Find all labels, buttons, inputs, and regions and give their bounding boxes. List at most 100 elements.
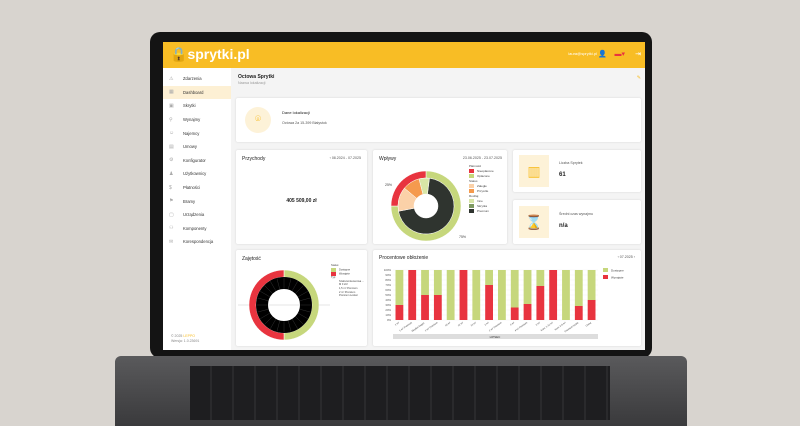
lockers-icon: ▥	[519, 155, 549, 187]
legend-label: Dostępne	[611, 269, 624, 273]
sidebar-item-wynajmy[interactable]: ⚲ Wynajmy	[163, 113, 231, 127]
sidebar-item-najemcy[interactable]: ☺ Najemcy	[163, 126, 231, 140]
nav-icon: ⚲	[169, 116, 173, 123]
inflows-card: Wpływy 23.06.2025 - 23.07.2025 25% 75% Pł…	[373, 150, 507, 244]
bar-available	[446, 270, 455, 320]
donut-label: 75%	[459, 235, 466, 239]
logo[interactable]: 🔒sprytki.pl	[170, 46, 250, 62]
nav-icon: $	[169, 184, 172, 191]
bar-rented	[408, 270, 417, 320]
y-tick-label: 30%	[385, 303, 391, 307]
user-email[interactable]: laura@sprytki.pl	[568, 51, 597, 56]
sidebar-item-urządzenia[interactable]: ▢ Urządzenia	[163, 208, 231, 222]
legend-swatch	[331, 267, 336, 272]
x-tick-label: Kont. 6-8 m³	[554, 321, 567, 331]
y-tick-label: 0%	[387, 318, 392, 322]
donut-slice-type	[398, 177, 455, 235]
donut-segment-divider	[298, 313, 308, 319]
sidebar-item-label: Umowy	[183, 144, 197, 150]
sidebar-item-dashboard[interactable]: ▦ Dashboard	[163, 85, 231, 100]
sidebar-item-label: Bramy	[183, 198, 196, 204]
inflows-range[interactable]: 23.06.2025 - 23.07.2025	[462, 156, 502, 160]
bar-available	[562, 270, 570, 320]
revenue-range[interactable]: ‹ 08.2024 - 07.2025	[329, 156, 361, 160]
logout-icon[interactable]: ⇥	[635, 51, 641, 58]
inflows-title: Wpływy	[379, 156, 397, 162]
bar-chart: 0%10%20%30%40%50%60%70%80%90%100%1 m³1 m…	[384, 268, 624, 339]
x-tick-label: 6 m³	[535, 321, 541, 326]
keyboard	[190, 366, 610, 420]
donut-segment-divider	[270, 281, 276, 291]
sidebar-item-zdarzenia[interactable]: ⚠ Zdarzenia	[163, 72, 231, 86]
y-tick-label: 100%	[384, 268, 392, 272]
bar-available	[395, 270, 404, 305]
y-tick-label: 70%	[385, 283, 391, 287]
occupancy-title: Zajętość	[242, 256, 261, 262]
nav-icon: ⚠	[169, 75, 174, 82]
donut-segment-divider	[257, 297, 269, 301]
bar-available	[498, 270, 506, 320]
legend-swatch	[469, 189, 474, 194]
bar-rented	[574, 306, 583, 320]
legend-swatch	[469, 169, 474, 174]
user-icon[interactable]: 👤	[598, 51, 607, 58]
y-tick-label: 10%	[385, 313, 391, 317]
bar-rented	[523, 304, 532, 320]
donut-segment-divider	[288, 320, 292, 332]
bar-rented	[433, 295, 442, 320]
sidebar-item-label: Korespondencja	[183, 239, 214, 245]
donut-segment-divider	[260, 313, 270, 319]
nav-icon: ✉	[169, 238, 174, 245]
location-heading: Dane lokalizacji	[282, 110, 310, 115]
sidebar-item-użytkownicy[interactable]: ♟ Użytkownicy	[163, 167, 231, 181]
sidebar-item-label: Najemcy	[183, 130, 200, 136]
sidebar-item-label: Wynajmy	[183, 117, 201, 123]
stat-value: n/a	[559, 223, 568, 229]
sidebar-item-płatności[interactable]: $ Płatności	[163, 181, 231, 195]
legend-swatch	[469, 199, 474, 204]
sidebar-item-umowy[interactable]: ▤ Umowy	[163, 140, 231, 154]
y-tick-label: 80%	[385, 278, 391, 282]
sidebar-item-bramy[interactable]: ⚑ Bramy	[163, 194, 231, 208]
y-tick-label: 40%	[385, 298, 391, 302]
donut-segment-divider	[264, 316, 273, 325]
period-selector[interactable]: ‹ 07.2025 ›	[617, 255, 635, 259]
x-tick-label: 13 m³	[470, 321, 477, 327]
bar-rented	[395, 305, 404, 320]
legend-label: Wynajęte	[611, 276, 624, 280]
x-tick-label: 4 m³ Premium	[514, 321, 528, 332]
donut-segment-divider	[292, 319, 298, 329]
nav-icon: ⚑	[169, 198, 174, 205]
x-tick-label: 12 m³	[457, 321, 464, 327]
sidebar-item-korespondencja[interactable]: ✉ Korespondencja	[163, 235, 231, 249]
sidebar-item-skrytki[interactable]: ▣ Skrytki	[163, 99, 231, 113]
sidebar-footer: © 2025 LEPPO Wersja: 1.0.23691	[171, 334, 200, 343]
location-card: ⌾ Dane lokalizacji Octowa 2a 15-399 Biał…	[236, 98, 641, 142]
donut-segment-divider	[276, 278, 280, 290]
sidebar-item-komponenty[interactable]: ⚇ Komponenty	[163, 222, 231, 236]
x-tick-label: 1 m³	[394, 321, 400, 326]
donut-segment-divider	[299, 309, 311, 313]
sidebar-item-konfigurator[interactable]: ⚙ Konfigurator	[163, 154, 231, 168]
bar-available	[574, 270, 583, 306]
bar-rented	[459, 270, 468, 320]
bar-available	[536, 270, 545, 286]
x-tick-label: 2 m³	[484, 321, 490, 326]
nav-icon: ▢	[169, 211, 174, 218]
donut-segment-divider	[288, 278, 292, 290]
nav-icon: ▦	[169, 89, 174, 96]
x-tick-label: 2 m³ Premium	[488, 321, 502, 332]
occupancy-percent-card: Procentowe obłożenie ‹ 07.2025 › 0% 10% 20…	[373, 250, 641, 346]
x-tick-label: 10 m³	[444, 321, 451, 327]
edit-icon[interactable]: ✎	[636, 75, 641, 81]
nav-icon: ▣	[169, 102, 174, 109]
legend-swatch	[469, 184, 474, 189]
stat-label: Liczba Sprytek	[559, 161, 583, 165]
nav-icon: ⚙	[169, 157, 174, 164]
donut-segment-divider	[270, 319, 276, 329]
flag-icon[interactable]: ▬▾	[614, 51, 625, 58]
screen: 🔒sprytki.pl laura@sprytki.pl 👤 ▬▾ ⇥ ⚠ Zda…	[163, 42, 645, 350]
x-tick-label: 1 m³ Premium	[399, 321, 413, 332]
y-tick-label: 50%	[385, 293, 391, 297]
inflows-legend: Płatności Nieopłacone Opłacone Status Za…	[469, 164, 494, 214]
